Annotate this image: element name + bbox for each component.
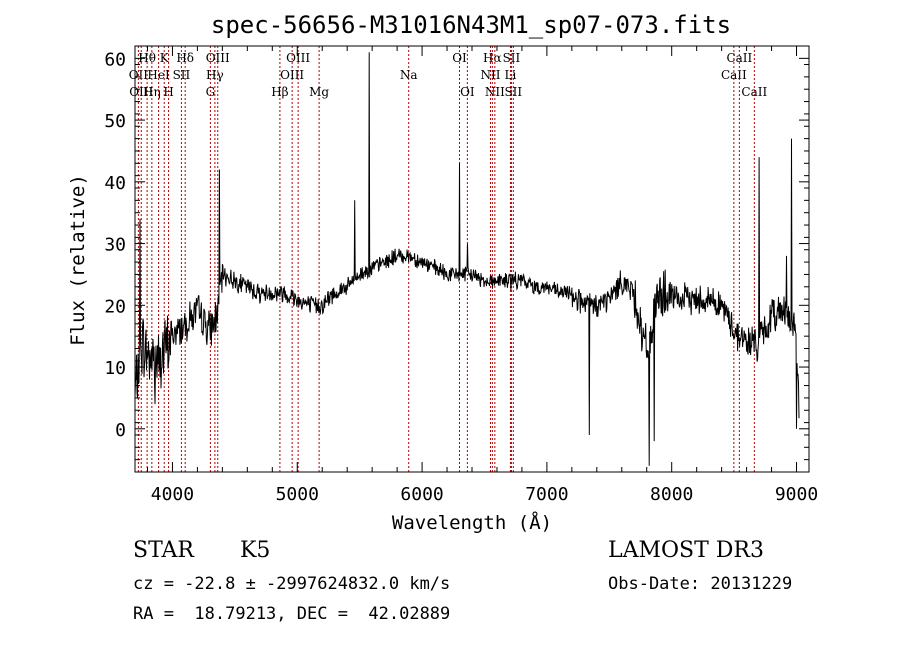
line-marker-label: Hα bbox=[483, 51, 502, 65]
line-marker-label: CaII bbox=[726, 51, 752, 65]
line-marker-label: HeI bbox=[147, 68, 170, 82]
redshift-text: cz = -22.8 ± -2997624832.0 km/s bbox=[133, 574, 451, 594]
y-tick-label: 0 bbox=[115, 420, 126, 441]
line-marker-label: OI bbox=[452, 51, 467, 65]
line-marker-label: NII bbox=[485, 85, 505, 99]
axes: 4000 5000 6000 7000 8000 9000 0 10 20 30 40 50 60 bbox=[104, 46, 818, 505]
y-tick-label: 30 bbox=[104, 235, 126, 256]
object-subclass: K5 bbox=[240, 538, 271, 563]
line-marker-label: Mg bbox=[309, 85, 329, 99]
line-marker-label: OIII bbox=[280, 68, 304, 82]
plot-frame bbox=[134, 45, 810, 473]
line-marker-label: Hβ bbox=[271, 85, 288, 99]
line-marker-label: Li bbox=[505, 68, 517, 82]
survey-name: LAMOST DR3 bbox=[608, 538, 764, 563]
x-tick-label: 6000 bbox=[400, 484, 443, 505]
chart-title: spec-56656-M31016N43M1_sp07-073.fits bbox=[211, 11, 731, 39]
y-tick-label: 10 bbox=[104, 358, 126, 379]
line-marker-label: K bbox=[160, 51, 170, 65]
y-tick-label: 40 bbox=[104, 173, 126, 194]
line-marker-label: Hη bbox=[143, 85, 161, 99]
line-marker-label: SII bbox=[504, 85, 522, 99]
line-marker-label: Hγ bbox=[206, 68, 224, 82]
y-tick-label: 20 bbox=[104, 296, 126, 317]
line-marker-label: H bbox=[163, 85, 173, 99]
line-marker-label: Na bbox=[400, 68, 418, 82]
coordinates-text: RA = 18.79213, DEC = 42.02889 bbox=[133, 604, 451, 624]
line-marker-label: NII bbox=[480, 68, 500, 82]
y-axis-label: Flux (relative) bbox=[67, 174, 89, 346]
x-axis-label: Wavelength (Å) bbox=[392, 511, 552, 534]
x-tick-label: 4000 bbox=[151, 484, 194, 505]
object-class: STAR bbox=[133, 538, 194, 563]
line-marker-label: CaII bbox=[741, 85, 767, 99]
spectrum-series-line bbox=[134, 52, 800, 466]
line-marker-label: OI bbox=[460, 85, 475, 99]
obs-date-text: Obs-Date: 20131229 bbox=[608, 574, 793, 594]
line-marker-label: OII bbox=[129, 68, 149, 82]
y-tick-label: 60 bbox=[104, 49, 126, 70]
x-tick-label: 7000 bbox=[525, 484, 568, 505]
x-tick-label: 8000 bbox=[650, 484, 693, 505]
line-markers: OIIOIIIHθHηHeIKHSIIHδGHγOIIIHβOIIIOIIIMg… bbox=[129, 46, 767, 472]
x-tick-label: 9000 bbox=[775, 484, 818, 505]
line-marker-label: CaII bbox=[721, 68, 747, 82]
line-marker-label: SII bbox=[503, 51, 521, 65]
y-tick-label: 50 bbox=[104, 111, 126, 132]
line-marker-label: SII bbox=[173, 68, 191, 82]
line-marker-label: OIII bbox=[206, 51, 230, 65]
line-marker-label: OIII bbox=[286, 51, 310, 65]
line-marker-label: G bbox=[206, 85, 216, 99]
x-tick-label: 5000 bbox=[276, 484, 319, 505]
line-marker-label: Hδ bbox=[176, 51, 194, 65]
